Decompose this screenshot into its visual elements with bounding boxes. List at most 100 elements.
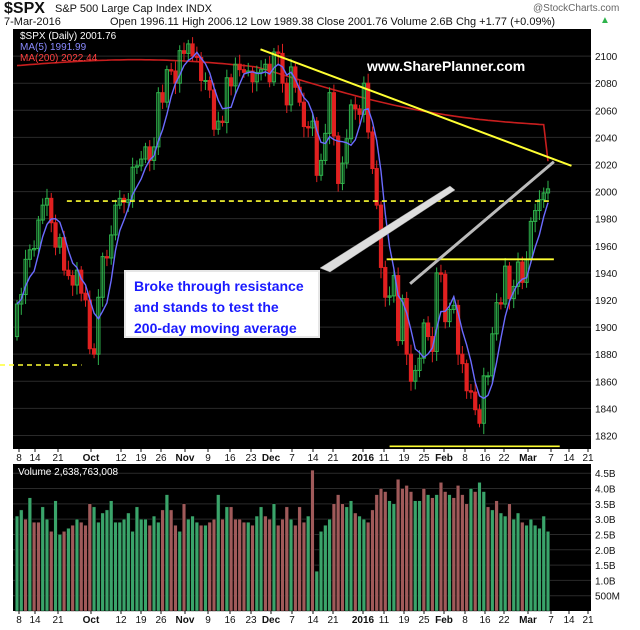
price-tick-label: 1920 <box>595 296 618 307</box>
x-tick-label: 2016 <box>352 453 375 464</box>
candle-body <box>113 204 118 236</box>
candle <box>490 327 495 384</box>
x-tick-label: 7 <box>289 453 295 464</box>
candle-body <box>49 197 54 224</box>
candle-body <box>276 51 281 54</box>
volume-bar <box>323 525 328 612</box>
x-tick-label: 16 <box>479 615 491 626</box>
x-tick-label: 8 <box>16 453 22 464</box>
candle-body <box>340 162 345 184</box>
candle-body <box>323 132 328 161</box>
x-tick-label: Mar <box>519 615 537 626</box>
candle <box>254 65 259 92</box>
candle-body <box>537 199 542 212</box>
candle-body <box>327 92 332 134</box>
candle-body <box>96 296 101 355</box>
price-tick-label: 1880 <box>595 350 618 361</box>
candle-body <box>515 261 521 287</box>
candle-body <box>443 273 448 323</box>
candle-body <box>57 237 62 248</box>
candle-body <box>190 43 195 57</box>
volume-bar <box>340 503 345 612</box>
annotation-line-1: Broke through resistance <box>134 278 304 294</box>
candle-body <box>250 70 255 83</box>
candle-body <box>237 63 242 71</box>
candle-body <box>490 333 495 377</box>
candle-body <box>318 159 324 176</box>
candle-body <box>545 188 551 194</box>
volume-tick-label: 1.5B <box>595 561 616 572</box>
volume-bar <box>203 525 208 612</box>
candle <box>104 249 110 267</box>
downtrend-line <box>260 48 572 167</box>
candle <box>511 279 516 309</box>
candle-body <box>344 138 349 164</box>
x-tick-label: Nov <box>176 615 195 626</box>
candle <box>387 286 392 306</box>
candle <box>357 104 362 124</box>
candle <box>438 264 444 283</box>
volume-bar <box>301 521 306 612</box>
candle-body <box>53 222 58 248</box>
candle <box>370 126 375 174</box>
candle-body <box>541 192 546 201</box>
volume-bar <box>14 515 19 612</box>
candle-body <box>27 249 32 260</box>
candle-body <box>83 292 88 301</box>
candle-body <box>438 272 444 275</box>
x-tick-label: 21 <box>582 453 594 464</box>
candle <box>498 297 503 310</box>
candle <box>49 192 54 233</box>
volume-bar <box>49 531 54 612</box>
candle <box>276 45 281 65</box>
volume-bar <box>66 528 71 612</box>
x-tick-label: 22 <box>498 615 510 626</box>
candle <box>485 371 491 386</box>
candle <box>378 201 384 279</box>
candle <box>331 84 336 146</box>
candle <box>533 203 538 233</box>
candle-body <box>70 275 75 286</box>
candle-body <box>139 158 144 167</box>
volume-bar <box>186 518 191 612</box>
volume-bar <box>331 503 336 612</box>
candle-body <box>310 120 315 129</box>
volume-bar <box>280 518 285 612</box>
candle <box>70 270 75 296</box>
candle-body <box>207 79 212 91</box>
volume-bar <box>267 518 272 612</box>
candle <box>318 153 324 181</box>
volume-bar <box>438 482 443 612</box>
volume-bar <box>460 494 465 612</box>
candle <box>57 233 62 254</box>
candle-body <box>36 219 41 249</box>
x-tick-label: 9 <box>205 615 211 626</box>
candle-body <box>306 126 311 129</box>
candle <box>361 76 366 123</box>
candle <box>348 99 354 143</box>
x-tick-label: 7 <box>289 615 295 626</box>
candle <box>130 157 135 208</box>
price-tick-label: 2060 <box>595 106 618 117</box>
candle-body <box>40 204 45 221</box>
volume-bar <box>421 488 426 612</box>
volume-bar <box>289 518 294 612</box>
candle-body <box>370 131 375 170</box>
volume-bar <box>404 485 409 612</box>
legend-volume: Volume 2,638,763,008 <box>18 467 119 478</box>
rising_wedge-line <box>409 160 555 285</box>
volume-bar <box>229 506 234 612</box>
volume-bar <box>246 521 251 612</box>
volume-bar <box>19 509 24 612</box>
x-tick-label: 14 <box>563 615 575 626</box>
legend-ma5: MA(5) 1991.99 <box>20 42 87 53</box>
candle <box>425 316 431 341</box>
candle <box>220 115 225 127</box>
candle-body <box>32 247 37 251</box>
candle-body <box>44 197 50 206</box>
volume-tick-label: 3.0B <box>595 515 616 526</box>
volume-bar <box>426 494 431 612</box>
candle-body <box>194 55 199 58</box>
candle <box>237 54 242 77</box>
x-tick-label: 12 <box>115 615 127 626</box>
